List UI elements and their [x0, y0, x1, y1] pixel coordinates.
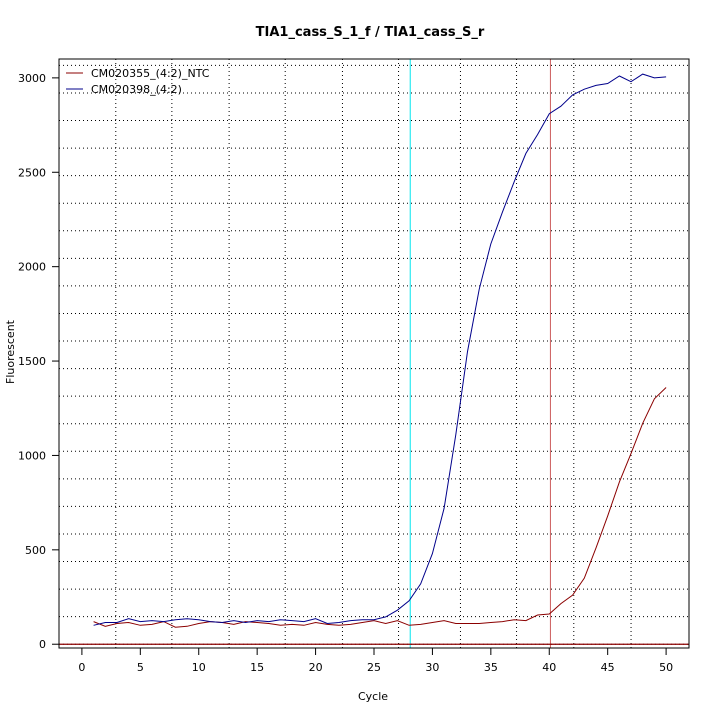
y-axis-ticks: 0 500 1000 1500 2000 2500 3000 [18, 72, 59, 651]
y-tick-label: 1500 [18, 355, 46, 368]
x-tick-label: 30 [425, 661, 439, 674]
y-axis-label: Fluorescent [4, 319, 17, 384]
x-tick-label: 35 [484, 661, 498, 674]
x-tick-label: 20 [309, 661, 323, 674]
threshold-lines [59, 59, 689, 648]
grid-lines [59, 59, 689, 648]
y-tick-label: 3000 [18, 72, 46, 85]
y-tick-label: 1000 [18, 449, 46, 462]
x-tick-label: 25 [367, 661, 381, 674]
y-tick-label: 500 [25, 544, 46, 557]
y-tick-label: 2000 [18, 261, 46, 274]
legend-label-ntc: CM020355_(4:2)_NTC [91, 67, 210, 80]
y-tick-label: 2500 [18, 166, 46, 179]
legend: CM020355_(4:2)_NTC CM020398_(4:2) [66, 67, 210, 96]
legend-label-sample: CM020398_(4:2) [91, 83, 182, 96]
x-tick-label: 50 [659, 661, 673, 674]
series-line-sample [93, 73, 667, 626]
plot-frame [58, 58, 690, 649]
x-axis-ticks: 0 5 10 15 20 25 30 35 40 45 50 [78, 648, 673, 674]
chart-title: TIA1_cass_S_1_f / TIA1_cass_S_r [256, 25, 485, 40]
x-axis-label: Cycle [358, 690, 388, 703]
y-tick-label: 0 [39, 638, 46, 651]
x-tick-label: 0 [78, 661, 85, 674]
x-tick-label: 40 [542, 661, 556, 674]
series-line-ntc [93, 387, 667, 628]
x-tick-label: 10 [192, 661, 206, 674]
data-series [93, 73, 667, 628]
x-tick-label: 15 [250, 661, 264, 674]
x-tick-label: 45 [601, 661, 615, 674]
x-tick-label: 5 [137, 661, 144, 674]
